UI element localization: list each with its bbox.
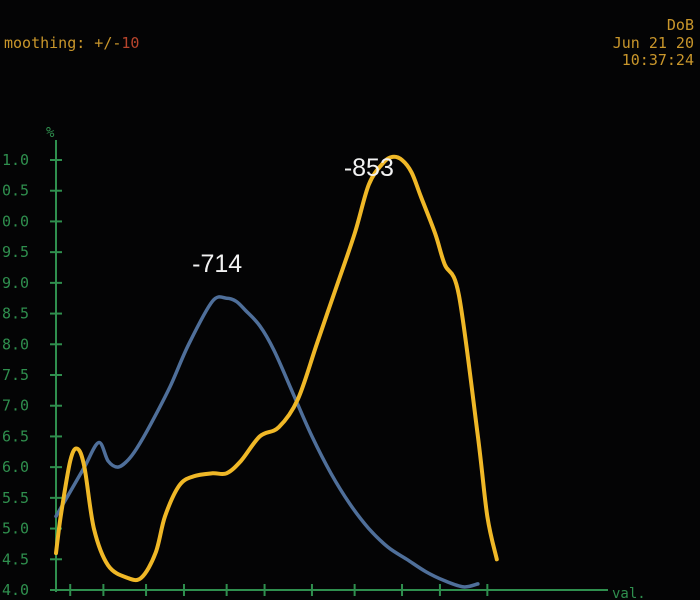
y-tick-label: 5.5 [2, 489, 29, 507]
y-tick-label: 8.5 [2, 305, 29, 323]
y-tick-label: 4.0 [2, 581, 29, 599]
y-tick-label: 7.0 [2, 397, 29, 415]
smoothing-value: 10 [121, 34, 140, 52]
series-blue-line [54, 295, 480, 589]
smoothing-label: moothing: +/- [4, 34, 122, 52]
header-date: Jun 21 20 [612, 34, 694, 52]
y-tick-label: 5.0 [2, 520, 29, 538]
y-tick-label: 0.0 [2, 212, 29, 230]
header-time: 10:37:24 [621, 51, 694, 69]
series-lines [54, 154, 499, 589]
header-info-line-2: DoB [666, 16, 694, 34]
y-tick-label: 0.5 [2, 182, 29, 200]
y-tick-label: 1.0 [2, 151, 29, 169]
y-tick-label: 4.5 [2, 550, 29, 568]
peak-annotations: -714 -853 [192, 154, 394, 278]
x-axis-label: val. [612, 586, 646, 600]
peak-label-blue: -714 [192, 250, 242, 278]
y-tick-label: 6.5 [2, 427, 29, 445]
peak-label-yellow: -853 [344, 154, 394, 182]
y-tick-label: 9.0 [2, 274, 29, 292]
y-tick-label: 7.5 [2, 366, 29, 384]
y-tick-label: 6.0 [2, 458, 29, 476]
y-axis-label: % [46, 125, 55, 141]
y-tick-label: 8.0 [2, 335, 29, 353]
series-yellow-line [54, 154, 499, 583]
y-tick-label: 9.5 [2, 243, 29, 261]
axes: % val. 4.0 4.5 5.0 5.5 6.0 6.5 7.0 7.5 8.0 8.5 9.0 9.… [2, 125, 646, 600]
smoothing-readout: moothing: +/-10 [4, 35, 139, 51]
